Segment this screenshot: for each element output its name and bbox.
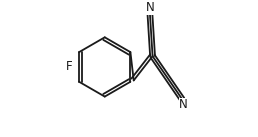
Text: F: F (66, 60, 72, 73)
Text: N: N (179, 98, 188, 111)
Text: N: N (146, 1, 154, 14)
